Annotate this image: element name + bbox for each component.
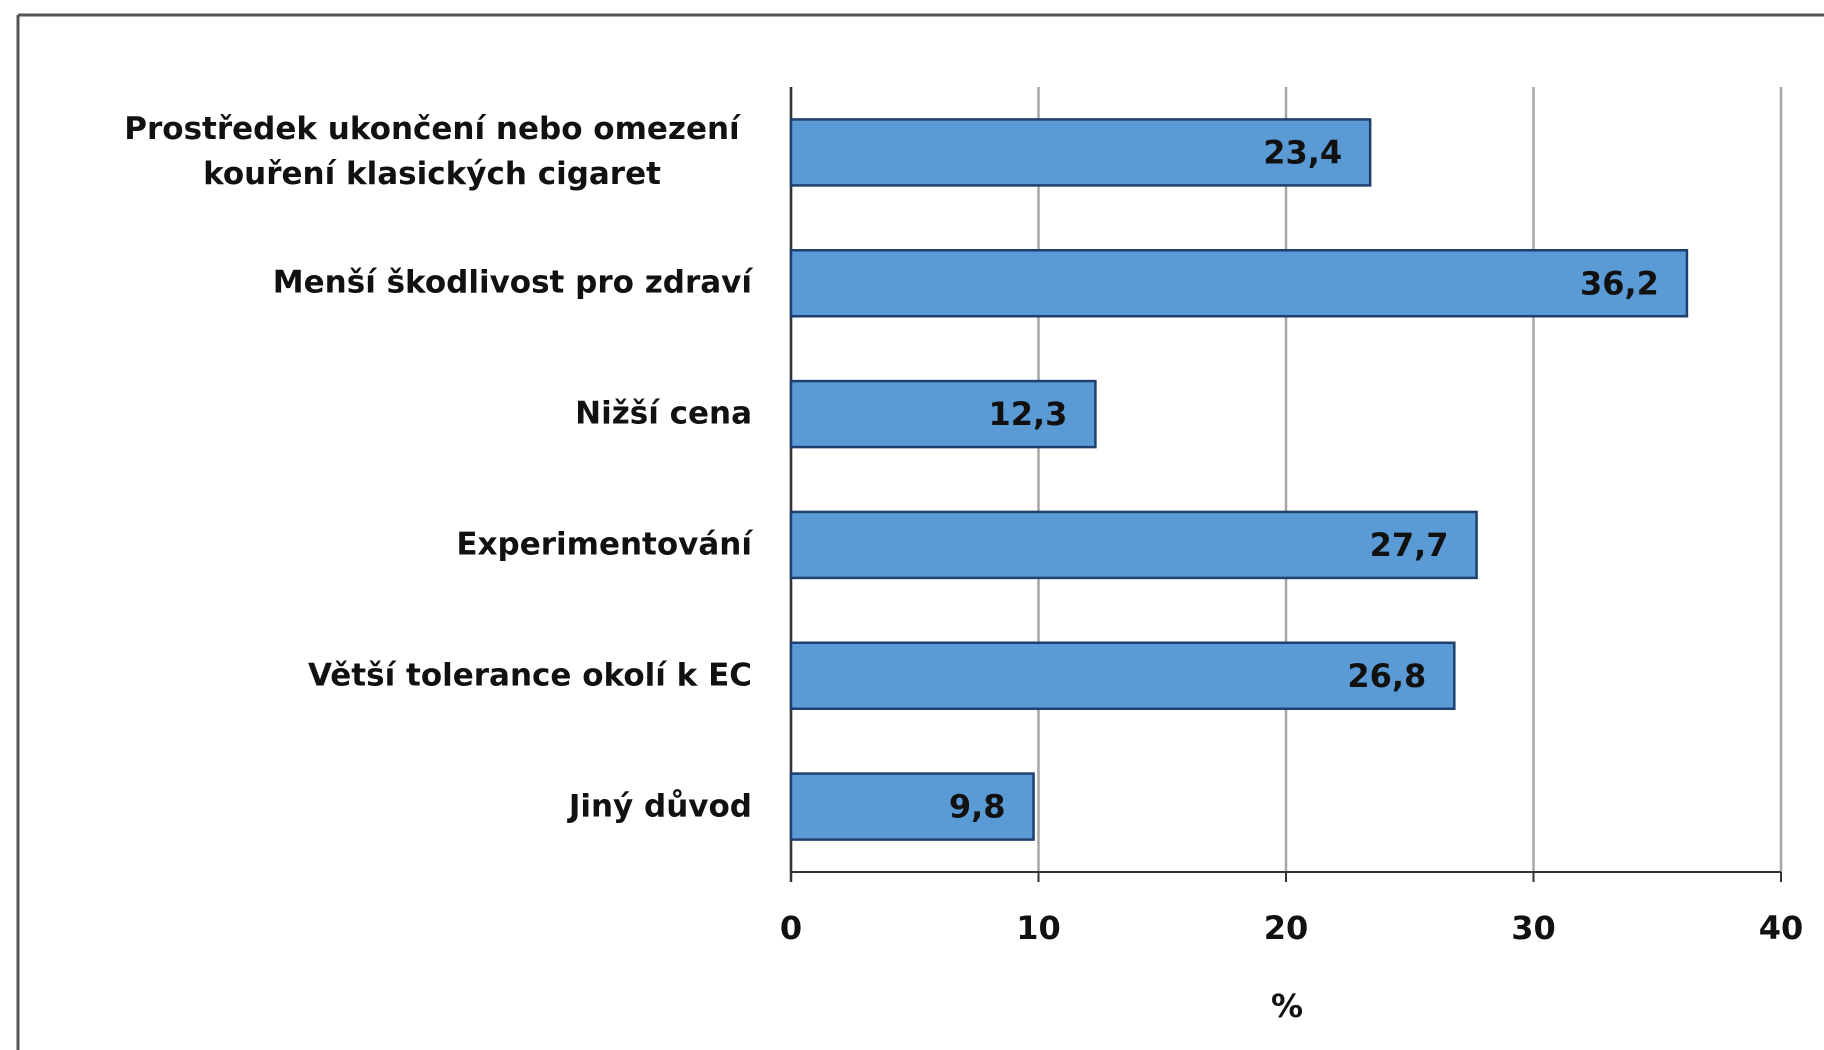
x-axis-label: % <box>1271 987 1303 1025</box>
x-tick-label: 10 <box>1016 909 1061 947</box>
y-tick-label: Menší škodlivost pro zdraví <box>272 264 752 301</box>
y-tick-label: Experimentování <box>456 526 752 563</box>
x-tick-label: 40 <box>1759 909 1804 947</box>
data-label: 12,3 <box>988 395 1067 433</box>
data-label: 36,2 <box>1580 264 1659 302</box>
y-tick-label: Nižší cena <box>575 395 752 432</box>
bar <box>789 641 1456 710</box>
bar <box>789 249 1689 318</box>
data-label: 9,8 <box>949 788 1006 826</box>
data-label: 27,7 <box>1370 526 1449 564</box>
bar <box>789 379 1097 449</box>
data-label: 23,4 <box>1263 133 1342 171</box>
data-label: 26,8 <box>1347 657 1426 695</box>
bar <box>789 118 1372 187</box>
y-tick-label: Větší tolerance okolí k EC <box>307 657 752 694</box>
bar <box>789 772 1035 841</box>
x-tick-label: 0 <box>780 909 802 947</box>
bar <box>789 510 1478 580</box>
x-tick-label: 20 <box>1264 909 1309 947</box>
x-tick-label: 30 <box>1511 909 1556 947</box>
y-tick-label: Prostředek ukončení nebo omezení kouření… <box>124 111 740 193</box>
y-tick-label: Jiný důvod <box>568 788 752 825</box>
